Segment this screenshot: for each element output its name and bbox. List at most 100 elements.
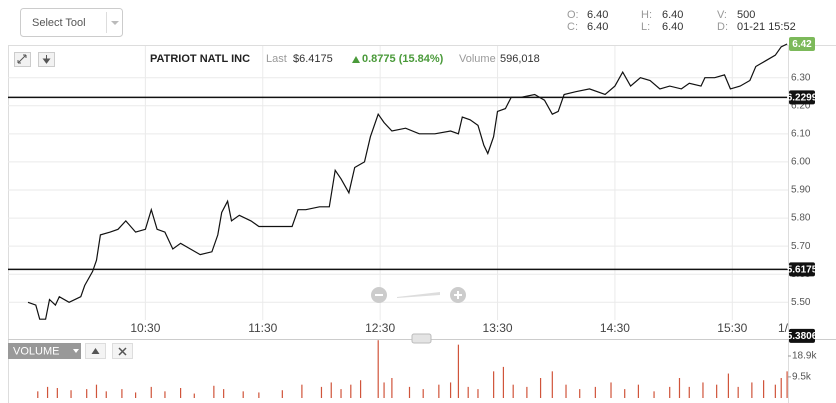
volume-bar — [551, 371, 553, 398]
volume-button[interactable]: VOLUME — [8, 343, 81, 359]
volume-tick-label: 9.5k — [792, 372, 812, 383]
ohlc-label: V: — [717, 9, 727, 21]
volume-bar — [526, 386, 528, 398]
volume-bar — [751, 382, 753, 398]
volume-bar — [223, 389, 225, 398]
volume-bar — [502, 366, 505, 398]
price-label-box — [789, 328, 815, 343]
x-tick-label: 13:30 — [483, 321, 513, 335]
dropdown-box — [20, 8, 123, 37]
volume-value: 596,018 — [500, 53, 540, 65]
volume-bar — [301, 384, 303, 398]
price-label: 5.3806 — [787, 331, 818, 342]
dropdown-caret — [111, 21, 119, 25]
plot: 5.505.605.705.805.906.006.106.206.3010:3… — [8, 37, 818, 398]
dropdown-label: Select Tool — [32, 17, 86, 29]
volume-bar — [786, 371, 788, 398]
volume-bar — [70, 390, 72, 398]
volume-bar — [624, 389, 626, 398]
volume-bar — [258, 392, 260, 398]
volume-bar — [383, 382, 385, 398]
ohlc-label: O: — [567, 9, 579, 21]
expand-button[interactable] — [14, 52, 31, 67]
volume-bar — [512, 384, 514, 398]
x-tick-label: 12:30 — [365, 321, 395, 335]
ohlc-value: 6.40 — [587, 9, 608, 21]
x-tick-label: 11:30 — [248, 321, 277, 335]
panel-handle[interactable] — [411, 333, 432, 344]
symbol: PATRIOT NATL INC — [150, 53, 250, 65]
last-label: Last — [266, 53, 287, 65]
volume-bar — [377, 340, 379, 398]
up-arrow — [352, 56, 360, 63]
volume-bar — [320, 386, 323, 398]
price-line — [27, 43, 788, 320]
volume-bar — [579, 389, 581, 398]
ohlc-value: 6.40 — [662, 21, 683, 33]
volume-bar — [565, 384, 567, 398]
volume-tick-label: 18.9k — [792, 351, 817, 362]
price-label: 6.42 — [792, 39, 812, 50]
volume-bar — [330, 382, 332, 398]
volume-bar — [493, 371, 495, 398]
volume-bar — [121, 389, 123, 398]
volume-bar — [477, 389, 479, 398]
volume-bar — [678, 378, 681, 398]
y-tick-label: 6.10 — [791, 128, 811, 139]
volume-bar — [716, 384, 718, 398]
volume-bar — [467, 386, 469, 398]
volume-bar — [637, 384, 639, 398]
select-tool[interactable]: Select Tool — [20, 8, 123, 37]
y-tick-label: 5.50 — [791, 297, 811, 308]
volume-bar — [86, 389, 88, 398]
volume-bar — [610, 382, 612, 398]
button-box — [14, 52, 31, 67]
y-tick-label: 6.30 — [791, 72, 811, 83]
volume-bar — [449, 382, 452, 398]
volume-bar — [457, 344, 460, 398]
volume-bar — [37, 391, 39, 398]
last-value: $6.4175 — [293, 53, 333, 65]
zoom-slider[interactable] — [397, 292, 440, 298]
volume-bar — [150, 386, 152, 398]
volume-bar — [780, 378, 782, 398]
volume-bar — [135, 392, 137, 398]
close-icon — [118, 347, 127, 356]
price-label-box — [789, 262, 815, 277]
volume-bar — [46, 386, 49, 398]
price-label-box — [789, 90, 815, 105]
download-button[interactable] — [38, 52, 55, 67]
volume-bar — [653, 391, 655, 398]
x-end-label: 1/ — [778, 321, 789, 335]
volume-bar — [350, 384, 352, 398]
price-label-box — [789, 37, 815, 51]
y-tick-label: 5.80 — [791, 213, 811, 224]
volume-bar — [281, 390, 283, 398]
plus-icon — [454, 291, 462, 299]
volume-bar — [105, 391, 107, 398]
volume-bar — [688, 386, 690, 398]
x-tick-label: 10:30 — [130, 321, 160, 335]
volume-bar — [359, 380, 362, 398]
up-icon — [91, 348, 100, 354]
volume-bar — [213, 385, 215, 398]
volume-bar — [391, 378, 393, 398]
close-button[interactable] — [112, 343, 133, 359]
volume-bar — [763, 380, 765, 398]
x-tick-label: 15:30 — [717, 321, 747, 335]
volume-label: Volume — [459, 53, 496, 65]
ohlc-value: 500 — [737, 9, 755, 21]
volume-bar — [594, 386, 596, 398]
price-label: 5.6175 — [787, 264, 818, 275]
ohlc-label: C: — [567, 21, 578, 33]
caret — [73, 349, 79, 353]
volume-bar — [669, 386, 671, 398]
volume-bar — [164, 391, 166, 398]
volume-bar — [193, 393, 195, 398]
volume-title: VOLUME — [13, 345, 59, 357]
move-up-button[interactable] — [85, 343, 106, 359]
zoom-in[interactable] — [450, 287, 466, 303]
volume-bar — [438, 384, 440, 398]
zoom-out[interactable] — [371, 287, 387, 303]
